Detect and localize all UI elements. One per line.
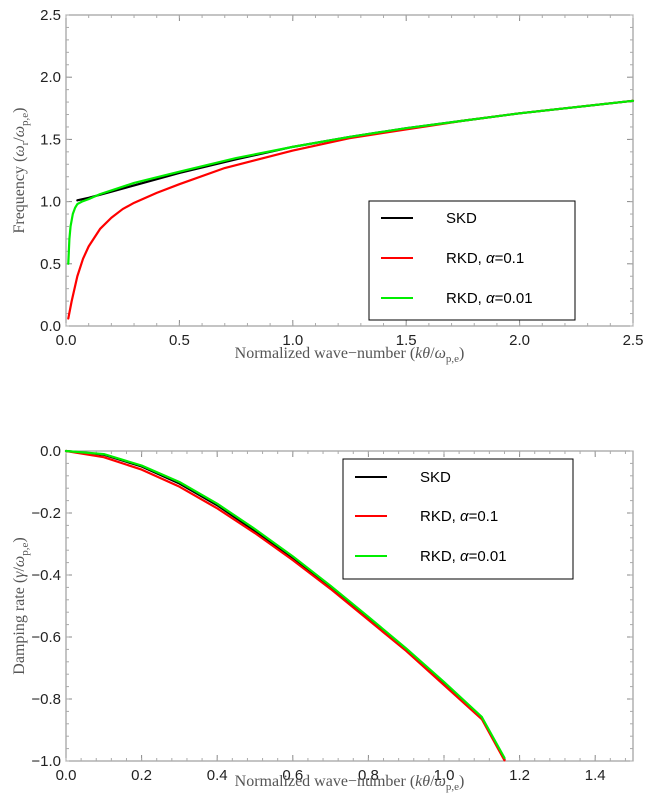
frequency-x-tick-label: 1.0 — [282, 332, 303, 349]
frequency-series-lines — [67, 99, 635, 320]
damping-legend: SKD RKD, α=0.1 RKD, α=0.01 — [342, 458, 574, 580]
frequency-x-tick-label: 0.0 — [56, 332, 77, 349]
damping-x-axis-title: Normalized wave−number (kθ/ωp,e) — [235, 773, 465, 793]
frequency-x-tick-label: 1.5 — [396, 332, 417, 349]
damping-axis-ticks: 0.0 0.2 0.4 0.6 0.8 1.0 1.2 1.4 0.0 −0.2 −0.4 −0.6 −… — [31, 443, 633, 784]
frequency-y-tick-label: 0.5 — [40, 256, 61, 273]
frequency-chart: 0.0 0.5 1.0 1.5 2.0 2.5 0.0 0.5 1.0 1.5 2.0 2.5 SKD… — [11, 7, 643, 365]
damping-series-lines — [64, 449, 506, 762]
damping-x-tick-label: 0.2 — [131, 767, 152, 784]
damping-x-tick-label: 0.8 — [358, 767, 379, 784]
damping-y-tick-label: −0.2 — [31, 505, 61, 522]
damping-legend-label-rkd-alpha-0-1: RKD, α=0.1 — [420, 508, 498, 525]
damping-series-rkd-alpha-0-1 — [64, 449, 506, 762]
frequency-legend: SKD RKD, α=0.1 RKD, α=0.01 — [368, 200, 576, 321]
damping-y-tick-label: −0.6 — [31, 629, 61, 646]
damping-x-tick-label: 1.4 — [585, 767, 606, 784]
damping-x-tick-label: 0.0 — [56, 767, 77, 784]
damping-y-axis-title: Damping rate (γ/ωp,e) — [11, 537, 31, 674]
frequency-legend-label-skd: SKD — [446, 210, 477, 227]
frequency-plot-frame — [65, 14, 634, 327]
frequency-x-axis-title: Normalized wave−number (kθ/ωp,e) — [235, 345, 465, 365]
frequency-x-tick-label: 2.5 — [623, 332, 644, 349]
frequency-y-tick-label: 1.0 — [40, 194, 61, 211]
damping-x-tick-label: 0.4 — [207, 767, 228, 784]
frequency-legend-label-rkd-alpha-0-01: RKD, α=0.01 — [446, 290, 533, 307]
frequency-series-rkd-alpha-0-01 — [67, 99, 635, 265]
damping-series-rkd-alpha-0-01 — [64, 449, 506, 759]
damping-x-tick-label: 1.2 — [509, 767, 530, 784]
frequency-y-axis-title: Frequency (ωr/ωp,e) — [11, 107, 31, 233]
damping-y-tick-label: −1.0 — [31, 753, 61, 770]
frequency-y-tick-label: 2.5 — [40, 7, 61, 24]
damping-legend-label-rkd-alpha-0-01: RKD, α=0.01 — [420, 548, 507, 565]
damping-x-tick-label: 0.6 — [282, 767, 303, 784]
frequency-x-tick-label: 2.0 — [509, 332, 530, 349]
damping-y-tick-label: 0.0 — [40, 443, 61, 460]
frequency-y-tick-label: 0.0 — [40, 318, 61, 335]
damping-legend-box — [342, 458, 574, 580]
frequency-axis-ticks: 0.0 0.5 1.0 1.5 2.0 2.5 0.0 0.5 1.0 1.5 2.0 2.5 — [40, 7, 643, 349]
damping-chart: 0.0 0.2 0.4 0.6 0.8 1.0 1.2 1.4 0.0 −0.2 −0.4 −0.6 −… — [11, 443, 634, 793]
frequency-y-tick-label: 2.0 — [40, 69, 61, 86]
damping-legend-label-skd: SKD — [420, 469, 451, 486]
damping-x-tick-label: 1.0 — [434, 767, 455, 784]
frequency-legend-box — [368, 200, 576, 321]
damping-plot-frame — [65, 450, 634, 762]
damping-y-tick-label: −0.8 — [31, 691, 61, 708]
frequency-legend-label-rkd-alpha-0-1: RKD, α=0.1 — [446, 250, 524, 267]
frequency-y-tick-label: 1.5 — [40, 131, 61, 148]
frequency-x-tick-label: 0.5 — [169, 332, 190, 349]
damping-y-tick-label: −0.4 — [31, 567, 61, 584]
